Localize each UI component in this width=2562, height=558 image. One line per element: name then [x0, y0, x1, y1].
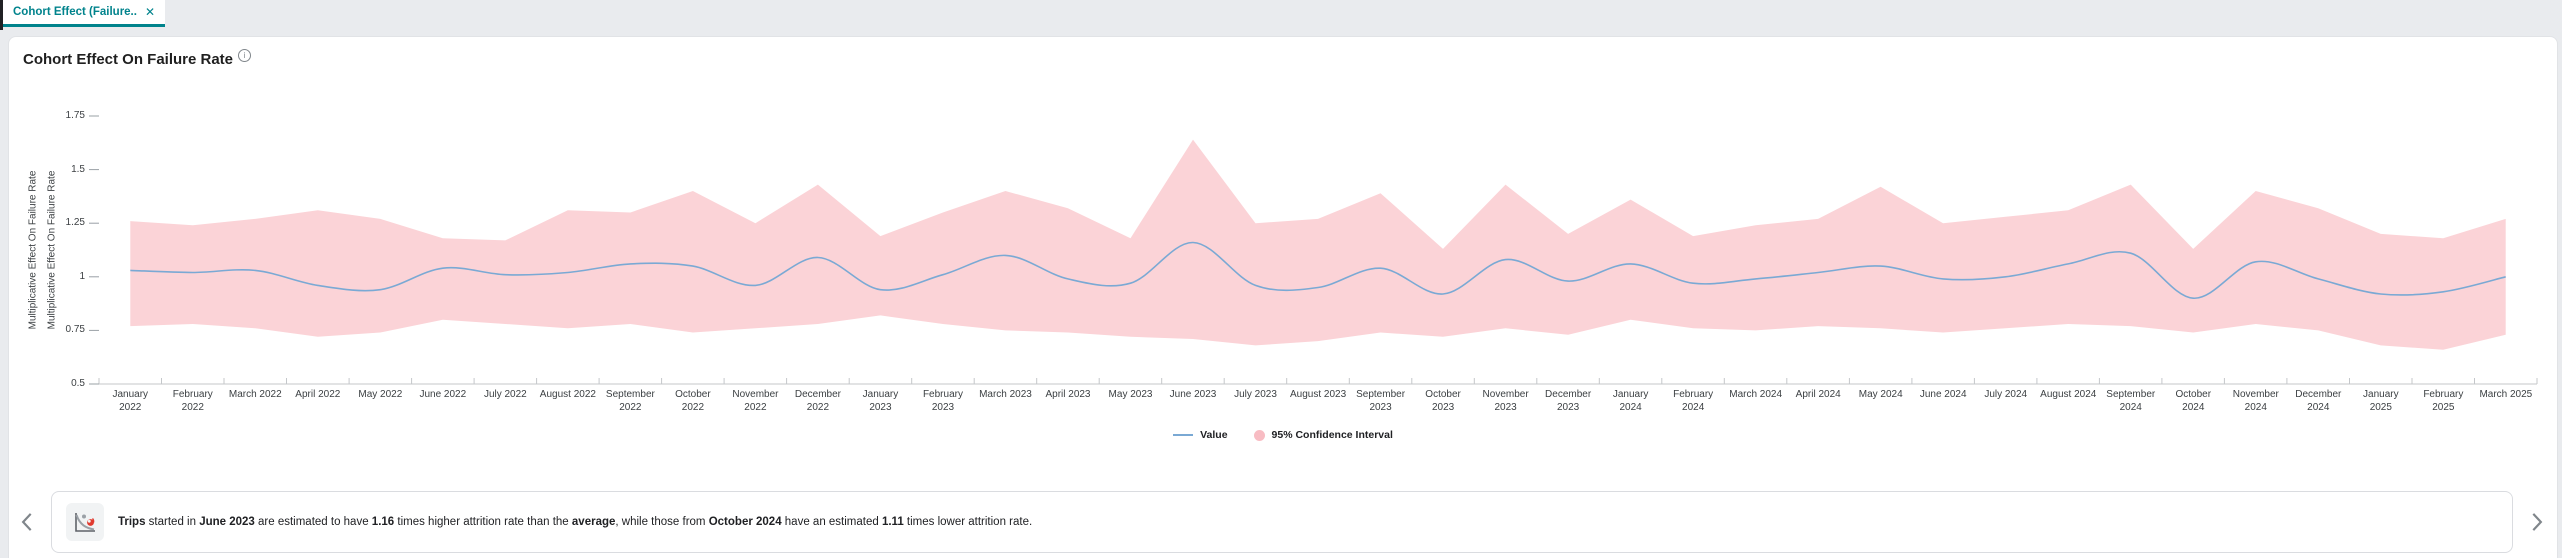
x-axis-tick-label: October 2022	[675, 389, 711, 413]
x-axis-tick-label: April 2023	[1045, 389, 1091, 400]
x-axis-tick-label: May 2022	[358, 389, 403, 400]
x-axis-tick-label: February 2022	[172, 389, 213, 413]
y-axis-tick-label: 0.5	[71, 378, 85, 389]
carousel-next-button[interactable]	[2521, 507, 2551, 537]
y-axis-tick-label: 1.25	[65, 217, 85, 229]
tab-label: Cohort Effect (Failure...	[13, 6, 137, 18]
y-axis-tick-label: 1.5	[71, 163, 85, 175]
x-axis-tick-label: June 2024	[1919, 389, 1967, 400]
line-chart-canvas[interactable]	[9, 37, 2558, 457]
x-axis-tick-label: June 2022	[419, 389, 467, 400]
insight-text-segment: average	[571, 516, 616, 528]
x-axis-tick-label: January 2024	[1612, 389, 1649, 413]
confidence-interval-swatch	[1253, 429, 1265, 441]
x-axis-tick-label: February 2023	[922, 389, 963, 413]
insight-text-segment: have an estimated	[781, 516, 882, 528]
x-axis-tick-label: November 2023	[1482, 389, 1529, 413]
x-axis-tick-label: February 2024	[1673, 389, 1714, 413]
x-axis-tick-label: October 2024	[2175, 389, 2212, 413]
insight-text-segment: , while those from	[615, 516, 709, 528]
x-axis-tick-label: November 2024	[2232, 389, 2279, 413]
insight-carousel: Trips started in June 2023 are estimated…	[9, 489, 2557, 555]
x-axis-tick-label: November 2022	[732, 389, 779, 413]
confidence-band-area	[130, 139, 2506, 350]
insight-text-segment: Trips	[118, 516, 146, 528]
x-axis-tick-label: January 2025	[2363, 389, 2399, 413]
x-axis-tick-label: February 2025	[2423, 389, 2464, 413]
x-axis-tick-label: August 2023	[1289, 389, 1347, 400]
x-axis-tick-label: April 2024	[1795, 389, 1841, 400]
x-axis-tick-label: March 2024	[1729, 389, 1783, 400]
chart-legend: Value 95% Confidence Interval	[9, 429, 2557, 441]
x-axis-tick-label: July 2023	[1234, 389, 1277, 400]
insight-text-segment: June 2023	[199, 516, 255, 528]
x-axis-tick-labels: January 2022 February 2022 March 2022 April…	[99, 389, 2537, 414]
legend-item-value: Value	[1173, 429, 1228, 441]
insight-text: Trips started in June 2023 are estimated…	[118, 516, 1032, 528]
x-axis-tick-label: March 2022	[228, 389, 282, 400]
insight-text-segment: times higher attrition rate than the	[394, 516, 572, 528]
legend-label: Value	[1200, 429, 1228, 441]
y-axis-title-duplicate: Multiplicative Effect On Failure Rate	[46, 170, 58, 330]
x-axis-tick-label: July 2022	[483, 389, 527, 400]
insight-text-segment: October 2024	[708, 516, 782, 528]
chart-area: 1.75 1.5 1.25 1 0.75 0.5 Multiplicative Effec…	[9, 37, 2558, 457]
value-line	[130, 241, 2506, 300]
tab-bar: Cohort Effect (Failure... ✕	[0, 0, 2562, 30]
legend-label: 95% Confidence Interval	[1271, 429, 1393, 441]
insight-text-segment: are estimated to have	[254, 516, 372, 528]
x-axis-tick-label: December 2022	[794, 389, 841, 413]
carousel-prev-button[interactable]	[13, 507, 43, 537]
cohort-decay-chart-icon	[66, 503, 104, 541]
tab-cohort-effect[interactable]: Cohort Effect (Failure... ✕	[3, 0, 165, 27]
x-axis-tick-label: September 2023	[1356, 389, 1406, 413]
x-axis-tick-label: April 2022	[295, 389, 341, 400]
insight-text-segment: 1.16	[371, 516, 395, 528]
tab-close-icon[interactable]: ✕	[144, 5, 155, 19]
x-axis-tick-label: July 2024	[1984, 389, 2028, 400]
x-axis-tick-label: January 2022	[112, 389, 149, 413]
y-axis-tick-label: 1	[79, 270, 85, 282]
x-axis-tick-label: September 2022	[605, 389, 655, 413]
window-edge	[0, 0, 3, 30]
chart-panel: Cohort Effect On Failure Rate i 1.75 1.5 1…	[8, 36, 2558, 558]
x-axis-tick-label: December 2023	[1545, 389, 1592, 413]
decay-curve-glyph	[75, 513, 95, 532]
x-axis-tick-label: January 2023	[862, 389, 899, 413]
info-icon[interactable]: i	[238, 49, 252, 62]
x-axis-tick-label: May 2024	[1858, 389, 1903, 400]
insight-text-segment: 1.11	[881, 516, 904, 528]
insight-text-segment: started in	[145, 516, 200, 528]
x-axis-tick-label: August 2022	[539, 389, 596, 400]
x-axis-tick-label: March 2025	[2479, 389, 2533, 400]
page-title: Cohort Effect On Failure Rate	[23, 51, 234, 68]
y-axis-title: Multiplicative Effect On Failure Rate	[27, 170, 39, 330]
chevron-left-icon	[21, 513, 32, 531]
x-axis-tick-label: May 2023	[1108, 389, 1153, 400]
y-axis-tick-label: 1.75	[65, 110, 85, 121]
x-axis-tick-label: June 2023	[1169, 389, 1217, 400]
chevron-right-icon	[2532, 513, 2543, 531]
insight-card: Trips started in June 2023 are estimated…	[51, 491, 2513, 553]
insight-text-segment: times lower attrition rate.	[903, 516, 1033, 528]
y-axis-tick-label: 0.75	[65, 324, 85, 336]
x-axis-tick-label: October 2023	[1425, 389, 1461, 413]
value-line-swatch	[1173, 434, 1194, 436]
chart-title-row: Cohort Effect On Failure Rate i	[23, 49, 252, 68]
x-axis-tick-label: September 2024	[2106, 389, 2156, 413]
legend-item-confidence-interval: 95% Confidence Interval	[1253, 429, 1393, 441]
x-axis-tick-label: December 2024	[2295, 389, 2342, 413]
x-axis-tick-label: August 2024	[2040, 389, 2097, 400]
x-axis-tick-label: March 2023	[979, 389, 1032, 400]
